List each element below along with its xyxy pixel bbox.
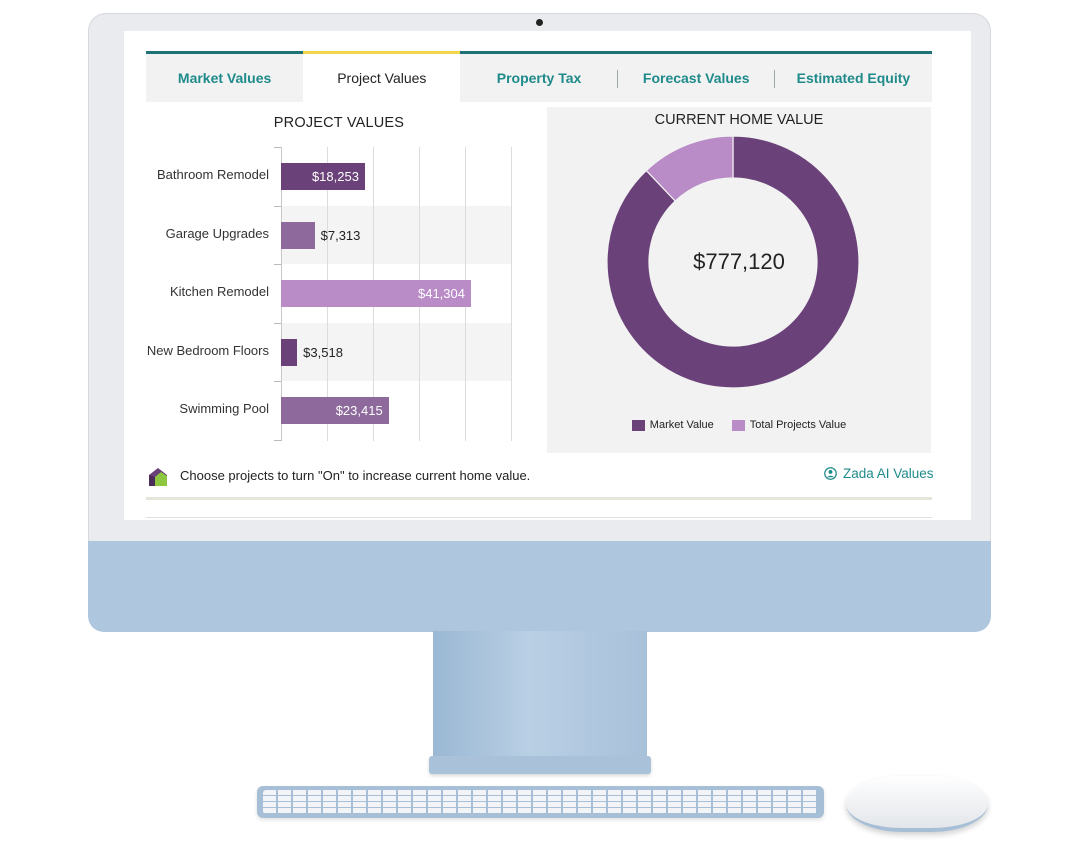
imac-stand <box>433 631 647 759</box>
house-logo-icon <box>149 468 167 486</box>
donut-slice-total-projects-value[interactable] <box>645 135 734 202</box>
bar-value-label: $18,253 <box>311 169 359 185</box>
bar-value-label: $23,415 <box>335 403 383 419</box>
mouse <box>846 776 988 832</box>
legend-total-projects-value: Total Projects Value <box>731 419 847 431</box>
project-value-bar[interactable] <box>281 163 365 191</box>
tab-label: Project Values <box>337 70 427 86</box>
bottom-divider <box>146 517 932 518</box>
tab-estimated-equity[interactable]: Estimated Equity <box>775 54 932 102</box>
tab-forecast-values[interactable]: Forecast Values <box>618 54 775 102</box>
tab-label: Market Values <box>177 70 272 86</box>
project-value-bar[interactable] <box>281 397 389 425</box>
legend-swatch <box>731 419 745 431</box>
camera-icon <box>536 19 543 26</box>
bar-category-label: Swimming Pool <box>179 401 269 417</box>
zada-link-label: Zada AI Values <box>843 466 934 481</box>
chart-axis-tick <box>274 439 281 441</box>
imac-chin <box>88 541 991 632</box>
project-value-bar[interactable] <box>281 221 315 249</box>
home-value-center-label: $777,120 <box>693 249 785 274</box>
footer-divider <box>146 497 932 500</box>
project-value-bar[interactable] <box>281 338 298 366</box>
chart-axis-tick <box>274 147 281 148</box>
donut-slice-market-value[interactable] <box>606 135 860 389</box>
bar-category-label: New Bedroom Floors <box>146 342 269 358</box>
project-value-bar[interactable] <box>281 280 471 308</box>
project-values-chart-title: PROJECT VALUES <box>273 115 405 131</box>
tab-property-tax[interactable]: Property Tax <box>460 54 618 102</box>
legend-label: Total Projects Value <box>749 419 847 431</box>
bar-value-label: $7,313 <box>320 227 361 243</box>
tab-label: Estimated Equity <box>796 70 911 86</box>
project-values-bar-chart: Bathroom Remodel $18,253 Garage Upgrades $7… <box>146 147 512 441</box>
chart-axis-tick <box>274 205 281 207</box>
tab-label: Forecast Values <box>642 70 750 86</box>
tab-label: Property Tax <box>496 70 582 86</box>
user-circle-icon <box>824 467 837 480</box>
chart-row-band <box>281 205 511 264</box>
chart-axis-tick <box>274 322 281 324</box>
donut-legend: Market Value Total Projects Value <box>547 419 931 431</box>
bar-category-label: Bathroom Remodel <box>157 167 269 183</box>
home-value-donut-chart <box>606 135 860 389</box>
tab-market-values[interactable]: Market Values <box>146 54 303 102</box>
current-home-value-title: CURRENT HOME VALUE <box>654 112 824 128</box>
legend-swatch <box>631 419 645 431</box>
tab-project-values[interactable]: Project Values <box>303 51 461 102</box>
tab-bar: Market Values Project Values Property Ta… <box>146 51 932 102</box>
keyboard <box>257 786 824 818</box>
footer-hint-text: Choose projects to turn "On" to increase… <box>180 468 531 483</box>
bar-value-label: $3,518 <box>303 344 343 360</box>
legend-market-value: Market Value <box>631 419 714 431</box>
bar-category-label: Kitchen Remodel <box>170 284 269 300</box>
app-screen: Market Values Project Values Property Ta… <box>124 31 971 520</box>
chart-gridline <box>511 147 512 441</box>
chart-axis-tick <box>274 264 281 265</box>
bar-category-label: Garage Upgrades <box>165 225 269 241</box>
imac-stand-foot <box>429 756 651 774</box>
chart-axis-tick <box>274 381 281 382</box>
zada-ai-values-link[interactable]: Zada AI Values <box>824 466 934 481</box>
current-home-value-panel: CURRENT HOME VALUE $777,120 Market Value… <box>547 107 931 453</box>
chart-row-band <box>281 322 511 381</box>
bar-value-label: $41,304 <box>417 286 465 302</box>
legend-label: Market Value <box>649 419 714 431</box>
